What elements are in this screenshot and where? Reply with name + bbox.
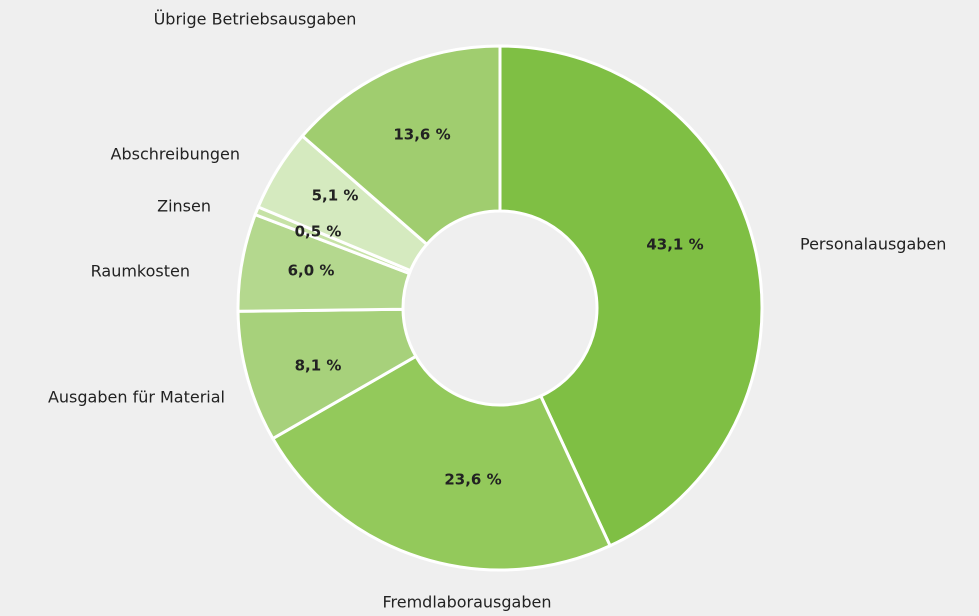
value-label: 6,0 % [288, 262, 335, 280]
category-label: Abschreibungen [111, 145, 240, 164]
category-label: Fremdlaborausgaben [382, 593, 551, 612]
value-label: 23,6 % [444, 471, 501, 489]
donut-slice [300, 44, 502, 247]
value-label: 8,1 % [295, 357, 342, 375]
donut-slice [498, 44, 764, 548]
category-label: Zinsen [157, 197, 211, 216]
category-label: Übrige Betriebsausgaben [154, 10, 357, 29]
category-label: Personalausgaben [800, 235, 946, 254]
value-label: 13,6 % [393, 126, 450, 144]
value-label: 5,1 % [312, 187, 359, 205]
category-label: Ausgaben für Material [48, 388, 225, 407]
value-label: 43,1 % [646, 236, 703, 254]
donut-slice [270, 354, 613, 572]
value-label: 0,5 % [295, 223, 342, 241]
category-label: Raumkosten [91, 262, 190, 281]
